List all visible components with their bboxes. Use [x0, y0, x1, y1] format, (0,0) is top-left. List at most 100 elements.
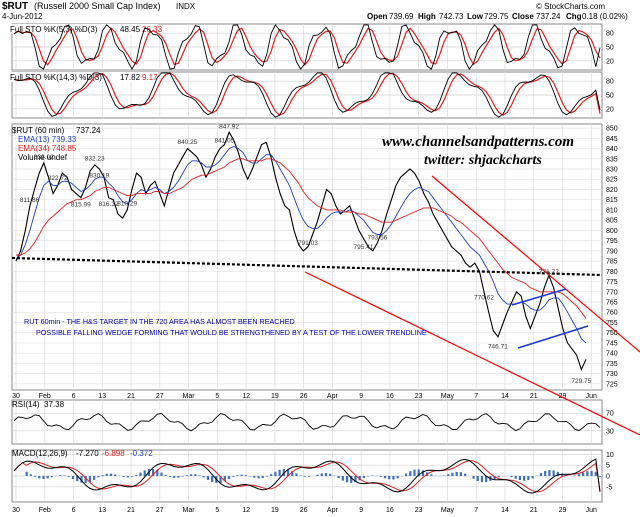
x-tick-label: 29 [559, 393, 567, 400]
price-annotation: 815.99 [71, 202, 91, 209]
y-tick-label: 815 [606, 197, 618, 204]
panel-price [11, 123, 603, 391]
x-tick-label: 14 [501, 507, 509, 514]
lower-channel-line [304, 271, 640, 436]
price-annotation: 830.19 [89, 173, 109, 180]
y-tick-label: 755 [606, 320, 618, 327]
x-tick-label: Apr [327, 393, 339, 400]
x-tick-label: 21 [127, 393, 135, 400]
y-tick-label: 765 [606, 300, 618, 307]
series-line-0 [15, 130, 587, 372]
x-tick-label: 19 [271, 507, 279, 514]
y-tick-label: 80 [606, 79, 614, 86]
x-tick-label: 21 [530, 507, 538, 514]
x-tick-label: 5 [215, 507, 219, 514]
y-tick-label: 830 [606, 167, 618, 174]
price-annotation: 832.23 [85, 155, 105, 162]
x-tick-label: 26 [300, 507, 308, 514]
x-tick-label: 6 [72, 507, 76, 514]
price-annotation: 841.05 [215, 137, 235, 144]
sto1-lines [13, 24, 601, 71]
series-line-2 [16, 158, 587, 319]
panel-frames [11, 23, 603, 503]
y-tick-label: 70 [606, 411, 614, 418]
price-annotation: 791.03 [298, 240, 318, 247]
y-tick-label: 5 [606, 463, 610, 470]
exchange: INDX [176, 2, 196, 11]
low-label: Low [467, 12, 484, 21]
high-label: High [418, 12, 436, 21]
price-annotation: 840.25 [177, 139, 197, 146]
open-label: Open [367, 12, 388, 21]
price-annotation: 811.86 [20, 197, 40, 204]
x-tick-label: 16 [386, 507, 394, 514]
y-tick-label: 20 [606, 106, 614, 113]
y-tick-label: 10 [606, 452, 614, 459]
price-label: $RUT (60 min) [12, 126, 65, 135]
x-tick-label: 29 [559, 507, 567, 514]
ema34-label: EMA(34) 748.85 [18, 144, 77, 153]
watermark-twitter: twitter: shjackcharts [424, 153, 542, 168]
y-tick-label: -5 [606, 484, 612, 491]
x-tick-label: 27 [156, 393, 164, 400]
y-tick-label: 810 [606, 207, 618, 214]
symbol-name: (Russell 2000 Small Cap Index) [34, 1, 161, 11]
price-series [15, 130, 587, 372]
price-annotation: 810.29 [117, 200, 137, 207]
annotation-line-2: POSSIBLE FALLING WEDGE FORMING THAT WOUL… [36, 328, 427, 337]
ema13-label: EMA(13) 739.33 [18, 135, 77, 144]
sto2-k-line [13, 72, 601, 118]
price-value: 737.24 [76, 126, 101, 135]
date: 4-Jun-2012 [2, 12, 43, 21]
neckline [11, 256, 603, 277]
y-tick-label: 735 [606, 361, 618, 368]
x-tick-label: Feb [39, 507, 51, 514]
x-tick-label: Mar [183, 507, 196, 514]
y-tick-label: 745 [606, 340, 618, 347]
x-tick-label: 7 [474, 507, 478, 514]
y-tick-label: 50 [606, 45, 614, 52]
x-tick-label: May [441, 393, 455, 400]
low-value: 729.75 [484, 12, 509, 21]
sto2-k: 17.82 [120, 73, 141, 82]
sto1-k: 48.45 [120, 25, 141, 34]
price-annotation: 822.72 [48, 175, 68, 182]
y-tick-label: 50 [606, 93, 614, 100]
copyright: © StockCharts.com [536, 2, 605, 11]
price-annotation: 833.02 [34, 154, 54, 161]
x-tick-label: 21 [127, 507, 135, 514]
y-tick-label: 840 [606, 146, 618, 153]
x-tick-label: Apr [327, 507, 339, 514]
x-tick-label: 13 [98, 507, 106, 514]
y-tick-label: 800 [606, 228, 618, 235]
x-tick-label: 21 [530, 393, 538, 400]
y-tick-label: 80 [606, 31, 614, 38]
chg-label: Chg [566, 12, 582, 21]
x-tick-label: 23 [415, 393, 423, 400]
sto1-label: Full STO %K(5,3) %D(3) [10, 25, 98, 34]
y-tick-label: 850 [606, 126, 618, 133]
x-tick-label: 30 [12, 507, 20, 514]
x-tick-label: 30 [12, 393, 20, 400]
x-tick-label: Feb [39, 393, 51, 400]
y-tick-label: 785 [606, 259, 618, 266]
y-tick-label: 820 [606, 187, 618, 194]
macd-line [13, 458, 601, 494]
price-annotation: 847.92 [219, 123, 239, 130]
price-annotation: 795.41 [354, 244, 374, 251]
sto1-d: 26.33 [142, 25, 163, 34]
price-annotation: 729.75 [571, 378, 591, 385]
y-tick-label: 30 [606, 428, 614, 435]
x-tick-label: 27 [156, 507, 164, 514]
y-tick-label: 795 [606, 238, 618, 245]
macd-label: MACD(12,26,9) [12, 449, 68, 458]
price-annotations: 833.02 832.23 811.86 795.41 840.25 847.92 815.… [20, 123, 592, 385]
axis-ticks: 30 30 Feb Feb 6 6 13 13 21 21 27 27 Mar Mar 5 5 12 12 19 19… [12, 31, 618, 514]
macd-hist: -0.372 [130, 449, 153, 458]
y-tick-label: 775 [606, 279, 618, 286]
sto1-k-line [13, 24, 601, 71]
y-tick-label: 845 [606, 136, 618, 143]
open-value: 739.69 [389, 12, 414, 21]
sto2-lines [13, 72, 601, 118]
